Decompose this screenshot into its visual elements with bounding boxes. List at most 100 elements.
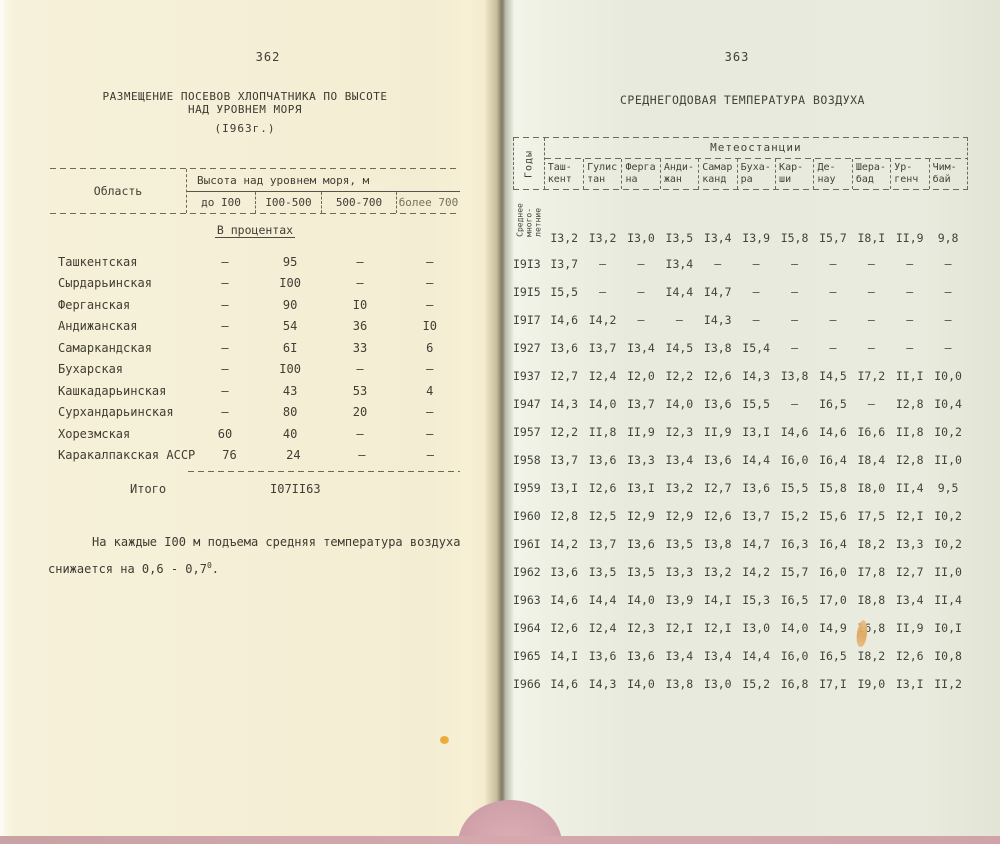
table-cell: I7,5: [857, 509, 886, 523]
table-cell: I8,0: [857, 481, 886, 495]
table-row: Ташкентская – 95 – –: [50, 251, 460, 273]
table-cell: I3,I: [550, 481, 579, 495]
table-cell: I3,3: [665, 565, 694, 579]
table-cell: I2,3: [627, 621, 655, 635]
table-cell: I3,6: [742, 481, 770, 495]
table-cell: I0,0: [934, 369, 962, 383]
station-name-line2: тан: [587, 174, 606, 185]
table-cell: I3,9: [665, 593, 694, 607]
table-cell: I0: [352, 297, 368, 312]
table-cell: I3,8: [780, 369, 809, 383]
table-cell: I8,8: [857, 593, 886, 607]
right-table-body: I9I3 I3,7 – – I3,4 – – – – – – – I9I5 I5,5 – – I4,4 I4,7 –…: [513, 250, 968, 698]
table-cell: I3,6: [703, 397, 732, 411]
total-separator-line: [188, 471, 460, 472]
station-name-line2: ши: [779, 174, 792, 185]
year-cell: I9I7: [513, 313, 541, 327]
table-cell: I4,0: [780, 621, 809, 635]
table-cell: –: [356, 426, 364, 441]
table-cell: I3,8: [703, 341, 732, 355]
year-cell: I960: [513, 509, 541, 523]
table-cell: I5,7: [780, 565, 809, 579]
table-cell: –: [906, 341, 914, 355]
table-cell: –: [906, 257, 914, 271]
table-header: Годы Метеостанции Таш-кент Гулис тан Ферга н…: [513, 138, 968, 189]
table-cell: 54: [282, 319, 298, 334]
table-cell: 24: [286, 448, 301, 463]
column-header: I00-500: [255, 192, 321, 213]
table-cell: I3,4: [703, 231, 732, 245]
table-cell: I5,6: [819, 509, 847, 523]
table-cell: II,2: [934, 677, 962, 691]
region-name: Сырдарьинская: [58, 276, 152, 291]
table-cell: I2,8: [895, 397, 924, 411]
station-name-line1: Таш-: [547, 162, 572, 173]
table-cell: –: [791, 285, 798, 299]
station-name-line2: канд: [702, 174, 727, 185]
column-header: до I00: [201, 196, 241, 209]
table-cell: I4,7: [703, 285, 732, 299]
table-cell: I5,5: [742, 397, 770, 411]
table-cell: –: [356, 254, 364, 269]
table-cell: I5,4: [742, 341, 770, 355]
table-cell: I4,4: [742, 453, 770, 467]
table-cell: I4,5: [665, 341, 694, 355]
region-name: Кашкадарьинская: [58, 383, 167, 398]
station-name-line2: бад: [855, 174, 874, 185]
table-cell: I5,2: [742, 677, 770, 691]
table-cell: –: [829, 313, 837, 327]
table-cell: –: [675, 313, 683, 327]
table-cell: I6,5: [819, 397, 847, 411]
table-cell: –: [221, 340, 229, 355]
table-cell: –: [221, 405, 229, 420]
station-name-line2: нау: [817, 174, 836, 185]
table-cell: I00: [279, 276, 301, 291]
table-cell: 9,8: [937, 231, 959, 245]
region-name: Каракалпакская АССР: [58, 448, 196, 463]
total-cell: 7I: [284, 482, 299, 496]
table-cell: I6,6: [857, 425, 886, 439]
table-cell: I3,2: [665, 481, 694, 495]
table-row: I927 I3,6 I3,7 I3,4 I4,5 I3,8 I5,4 – – – – –: [513, 334, 968, 362]
table-cell: I6,0: [780, 453, 809, 467]
table-cell: II,4: [934, 593, 962, 607]
station-name-line1: Чим-: [932, 162, 957, 173]
book-gutter-shadow: [484, 0, 514, 842]
table-row: I966 I4,6 I4,3 I4,0 I3,8 I3,0 I5,2 I6,8 I7,I I9,0…: [513, 670, 968, 698]
table-cell: I3,4: [665, 257, 694, 271]
station-name-line2: генч: [894, 174, 919, 185]
table-cell: 80: [282, 405, 298, 420]
title-line-2: НАД УРОВНЕМ МОРЯ: [188, 103, 302, 116]
table-cell: II,9: [703, 425, 732, 439]
year-cell: I96I: [513, 537, 541, 551]
table-cell: I3,4: [665, 453, 694, 467]
table-cell: I5,7: [819, 231, 847, 245]
left-table-body: Ташкентская –95– – Сырдарьинская – I00– – Ферга…: [50, 251, 460, 466]
table-cell: I4,6: [780, 425, 809, 439]
table-cell: 53: [352, 383, 368, 398]
table-cell: I2,6: [550, 621, 579, 635]
table-row: I9I7 I4,6 I4,2 – – I4,3 – – – – – –: [513, 306, 968, 334]
table-cell: I0,2: [934, 425, 962, 439]
table-cell: I2,6: [895, 649, 924, 663]
table-cell: I2,8: [550, 509, 579, 523]
table-cell: I8,I: [857, 231, 886, 245]
table-cell: I6,5: [780, 593, 809, 607]
table-cell: I3,7: [742, 509, 770, 523]
table-cell: 43: [282, 383, 298, 398]
table-cell: I3,3: [627, 453, 655, 467]
table-cell: I2,4: [588, 369, 617, 383]
table-cell: I3,0: [627, 231, 655, 245]
table-cell: 95: [282, 254, 298, 269]
year-cell: I9I3: [513, 257, 541, 271]
table-cell: –: [221, 362, 229, 377]
left-table-total-row: Итого I0 7I I6 3: [50, 472, 460, 506]
label-line: много-: [524, 207, 534, 237]
table-cell: –: [637, 313, 645, 327]
table-cell: I3,7: [627, 397, 655, 411]
table-row: Самаркандская – 6I 33 6: [50, 337, 460, 359]
table-cell: 60: [217, 426, 233, 441]
table-cell: I3,7: [550, 453, 579, 467]
table-cell: I7,0: [819, 593, 847, 607]
station-name-line1: Гулис: [587, 162, 618, 173]
